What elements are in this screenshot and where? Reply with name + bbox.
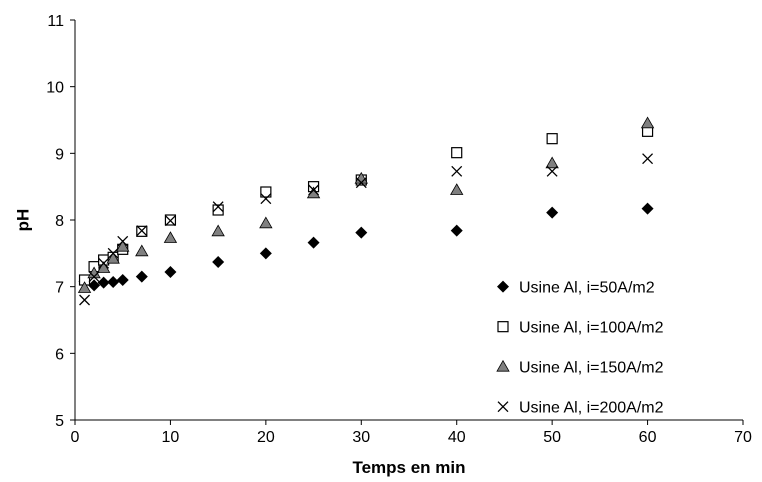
data-point — [116, 239, 130, 252]
legend-item: Usine Al, i=100A/m2 — [497, 320, 664, 337]
series-2 — [78, 125, 654, 286]
legend-item: Usine Al, i=200A/m2 — [497, 400, 664, 417]
x-tick-label: 40 — [448, 429, 466, 446]
data-point — [545, 156, 559, 169]
data-point — [450, 224, 463, 237]
series-4 — [79, 153, 654, 306]
x-tick-label: 30 — [352, 429, 370, 446]
data-point — [164, 215, 176, 227]
data-point — [212, 201, 224, 213]
data-point — [355, 177, 367, 189]
data-point — [163, 231, 178, 243]
data-point — [116, 274, 129, 286]
data-point — [260, 193, 272, 205]
legend-marker — [497, 280, 509, 293]
data-point — [107, 276, 120, 288]
data-point — [211, 224, 225, 237]
data-point — [355, 226, 368, 239]
data-point — [77, 281, 92, 293]
data-point — [451, 147, 463, 159]
legend-marker — [497, 321, 509, 333]
data-point — [259, 247, 272, 260]
y-tick-label: 7 — [55, 280, 64, 297]
data-point — [164, 266, 177, 278]
y-tick-label: 8 — [55, 213, 64, 230]
data-point — [546, 133, 558, 145]
data-point — [642, 153, 654, 165]
data-point — [88, 271, 100, 283]
data-point — [212, 204, 224, 216]
legend-marker — [497, 401, 509, 413]
data-point — [307, 236, 320, 249]
data-point — [546, 206, 559, 219]
data-point — [88, 279, 101, 292]
y-axis-label: pH — [13, 209, 32, 232]
data-point — [87, 266, 101, 279]
data-point — [212, 256, 225, 268]
data-point — [135, 244, 149, 257]
x-tick-label: 0 — [71, 429, 80, 446]
y-tick-label: 6 — [55, 346, 64, 363]
data-point — [106, 251, 120, 264]
x-tick-label: 20 — [257, 429, 275, 446]
y-tick-label: 10 — [46, 80, 64, 97]
data-point — [308, 184, 320, 196]
legend-marker — [496, 359, 510, 372]
y-tick-label: 11 — [47, 13, 64, 30]
data-points — [77, 116, 655, 306]
series-3 — [77, 116, 655, 293]
data-point — [451, 165, 463, 177]
legend-label: Usine Al, i=150A/m2 — [519, 360, 664, 377]
data-point — [641, 202, 654, 215]
data-point — [546, 165, 558, 177]
data-point — [259, 216, 273, 229]
data-point — [260, 186, 272, 198]
x-tick-label: 50 — [543, 429, 561, 446]
x-tick-label: 60 — [639, 429, 657, 446]
x-axis-label: Temps en min — [352, 458, 465, 477]
data-point — [97, 276, 110, 289]
legend-label: Usine Al, i=100A/m2 — [519, 320, 664, 337]
data-point — [135, 270, 148, 283]
x-tick-label: 10 — [162, 429, 180, 446]
data-point — [450, 183, 464, 195]
data-point — [136, 225, 148, 237]
legend: Usine Al, i=50A/m2 Usine Al, i=100A/m2 Usi… — [496, 280, 664, 417]
data-point — [117, 235, 129, 247]
legend-item: Usine Al, i=50A/m2 — [497, 280, 655, 297]
data-point — [640, 116, 655, 129]
data-point — [98, 257, 110, 269]
legend-item: Usine Al, i=150A/m2 — [496, 359, 664, 377]
y-tick-label: 9 — [55, 146, 64, 163]
y-tick-label: 5 — [55, 413, 64, 430]
legend-label: Usine Al, i=200A/m2 — [519, 400, 664, 417]
series-1 — [78, 202, 654, 292]
data-point — [79, 294, 91, 306]
axes — [70, 19, 744, 425]
legend-label: Usine Al, i=50A/m2 — [519, 280, 655, 297]
tick-labels: 0 10 20 30 40 50 60 70 5 6 7 8 9 10 11 — [46, 13, 752, 446]
data-point — [107, 247, 119, 259]
x-tick-label: 70 — [734, 429, 752, 446]
